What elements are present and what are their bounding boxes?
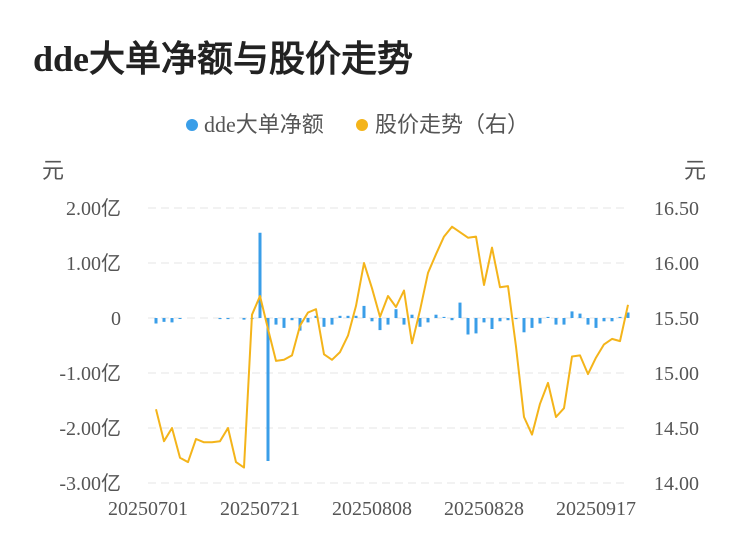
x-tick-label: 20250721 <box>220 498 300 520</box>
dde-bar <box>498 318 502 322</box>
dde-bar <box>346 315 350 318</box>
dde-bar <box>282 318 286 328</box>
dde-bar <box>322 318 326 327</box>
right-tick-label: 15.00 <box>654 363 699 385</box>
x-axis: 20250701 20250721 20250808 20250828 20250917 <box>108 498 636 520</box>
dde-bar <box>290 318 294 321</box>
left-axis: 2.00亿 1.00亿 0 -1.00亿 -2.00亿 -3.00亿 <box>59 197 121 495</box>
dde-bar <box>490 318 494 329</box>
dde-bar <box>242 318 246 320</box>
dde-bar <box>178 318 182 319</box>
dde-bar <box>378 318 382 331</box>
dde-bar <box>370 318 374 322</box>
x-tick-label: 20250917 <box>556 498 636 520</box>
dde-bar <box>610 318 614 322</box>
x-tick-label: 20250808 <box>332 498 412 520</box>
right-tick-label: 16.00 <box>654 253 699 275</box>
dde-bar <box>394 309 398 318</box>
dde-bar <box>466 318 470 335</box>
dde-bar <box>386 318 390 325</box>
price-line <box>155 225 629 469</box>
dde-bar <box>162 318 166 322</box>
dde-bar <box>154 318 158 324</box>
right-tick-label: 14.50 <box>654 418 699 440</box>
right-tick-label: 14.00 <box>654 473 699 495</box>
chart-title: dde大单净额与股价走势 <box>33 39 414 79</box>
dde-bar <box>418 318 422 327</box>
dde-bar <box>594 318 598 328</box>
dde-bar <box>626 312 630 318</box>
dde-bar <box>458 302 462 318</box>
dde-bar <box>450 318 454 321</box>
dde-bar <box>570 311 574 318</box>
dde-bar <box>578 313 582 318</box>
dde-bar <box>226 318 230 320</box>
dde-bar <box>306 318 310 323</box>
left-tick-label: 2.00亿 <box>66 197 121 220</box>
dde-bar <box>426 318 430 323</box>
left-tick-label: -1.00亿 <box>59 362 121 385</box>
right-tick-label: 16.50 <box>654 198 699 220</box>
left-tick-label: 0 <box>111 308 121 330</box>
legend: dde大单净额 股价走势（右） <box>186 112 529 137</box>
dde-bar <box>434 314 438 318</box>
dde-bar <box>602 318 606 322</box>
dde-bar <box>474 318 478 334</box>
dde-bar <box>354 315 358 318</box>
dde-bar <box>538 318 542 324</box>
dde-bar <box>410 314 414 318</box>
left-tick-label: -3.00亿 <box>59 472 121 495</box>
legend-marker-price <box>356 119 368 131</box>
dde-bar <box>258 232 262 318</box>
right-tick-label: 15.50 <box>654 308 699 330</box>
x-tick-label: 20250701 <box>108 498 188 520</box>
dde-bar <box>482 318 486 323</box>
legend-marker-dde <box>186 119 198 131</box>
dde-bar <box>314 315 318 318</box>
dde-bar <box>530 318 534 328</box>
dde-bar <box>562 318 566 325</box>
right-axis-unit: 元 <box>684 158 706 183</box>
dde-bar <box>402 318 406 325</box>
dde-bar <box>170 318 174 323</box>
price-line-group <box>155 225 629 469</box>
dde-bar <box>338 315 342 318</box>
left-axis-unit: 元 <box>42 158 64 183</box>
dde-bar <box>506 318 510 321</box>
dde-bar <box>586 318 590 325</box>
left-tick-label: -2.00亿 <box>59 417 121 440</box>
dde-bar <box>266 318 270 461</box>
dde-bar <box>274 318 278 325</box>
dde-bar <box>218 318 222 320</box>
dde-bar <box>330 318 334 325</box>
left-tick-label: 1.00亿 <box>66 252 121 275</box>
dde-bars <box>154 232 630 461</box>
x-tick-label: 20250828 <box>444 498 524 520</box>
dde-bar <box>442 316 446 318</box>
dde-bar <box>522 318 526 333</box>
dde-bar <box>362 305 366 318</box>
dde-bar <box>546 316 550 318</box>
legend-label-dde: dde大单净额 <box>204 112 324 137</box>
right-axis: 16.50 16.00 15.50 15.00 14.50 14.00 <box>654 198 699 495</box>
dde-bar <box>554 318 558 325</box>
legend-label-price: 股价走势（右） <box>375 112 529 137</box>
dde-bar <box>514 318 518 320</box>
dde-bar <box>618 316 622 318</box>
